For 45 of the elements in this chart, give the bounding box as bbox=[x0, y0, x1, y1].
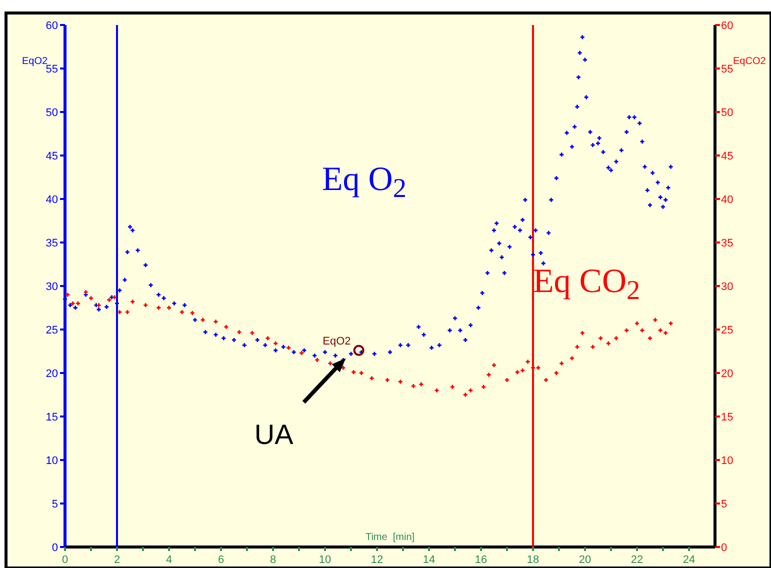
x-tick-label: 2 bbox=[114, 554, 120, 566]
x-tick-label: 22 bbox=[630, 554, 644, 566]
x-tick-label: 14 bbox=[422, 554, 436, 566]
annotation: EqO2 bbox=[322, 335, 351, 348]
y2-tick-label: 55 bbox=[721, 63, 734, 76]
y-tick-label: 60 bbox=[46, 20, 58, 32]
y2-tick-label: 20 bbox=[721, 368, 734, 380]
x-tick-label: 10 bbox=[318, 554, 332, 566]
text: Eq O$_{2}$ bbox=[322, 161, 406, 203]
y2-tick-label: 25 bbox=[721, 324, 734, 336]
y-tick-label: 40 bbox=[46, 194, 58, 206]
y-tick-label: 10 bbox=[46, 454, 58, 467]
y2-tick-label: 60 bbox=[721, 20, 734, 32]
x-tick-label: 24 bbox=[682, 554, 696, 566]
y2-tick-label: 45 bbox=[721, 150, 734, 162]
x-tick-label: 8 bbox=[270, 554, 276, 566]
y-tick-label: 45 bbox=[46, 150, 58, 162]
y2-tick-label: 0 bbox=[721, 542, 728, 554]
y-tick-label: 25 bbox=[46, 324, 58, 336]
y-tick-label: 0 bbox=[52, 542, 58, 554]
x-axis-title: Time [min] bbox=[365, 532, 415, 543]
y2-tick-label: 35 bbox=[721, 237, 734, 250]
y-tick-label: 20 bbox=[46, 368, 58, 380]
x-tick-label: 4 bbox=[166, 554, 172, 566]
y-tick-label: 5 bbox=[52, 498, 58, 510]
y-tick-label: 35 bbox=[46, 237, 58, 250]
annotation: UA bbox=[254, 419, 294, 450]
y2-tick-label: 15 bbox=[721, 411, 734, 424]
y-tick-label: 55 bbox=[46, 63, 58, 76]
y2-tick-label: 5 bbox=[721, 498, 728, 510]
x-tick-label: 18 bbox=[526, 554, 540, 566]
x-tick-label: 12 bbox=[370, 554, 384, 566]
y-tick-label: 15 bbox=[46, 411, 58, 424]
y2-tick-label: 30 bbox=[721, 280, 734, 293]
y2-axis-title: EqCO2 bbox=[733, 56, 766, 67]
y2-tick-label: 10 bbox=[721, 454, 734, 467]
x-tick-label: 6 bbox=[218, 554, 224, 566]
y-tick-label: 50 bbox=[46, 106, 58, 119]
x-tick-label: 16 bbox=[474, 554, 488, 566]
y-tick-label: 30 bbox=[46, 280, 58, 293]
y2-tick-label: 40 bbox=[721, 194, 734, 206]
series-label: Eq CO$_{2}$ bbox=[533, 263, 640, 305]
y2-tick-label: 50 bbox=[721, 106, 734, 119]
x-tick-label: 20 bbox=[578, 554, 592, 566]
x-tick-label: 0 bbox=[62, 554, 68, 566]
